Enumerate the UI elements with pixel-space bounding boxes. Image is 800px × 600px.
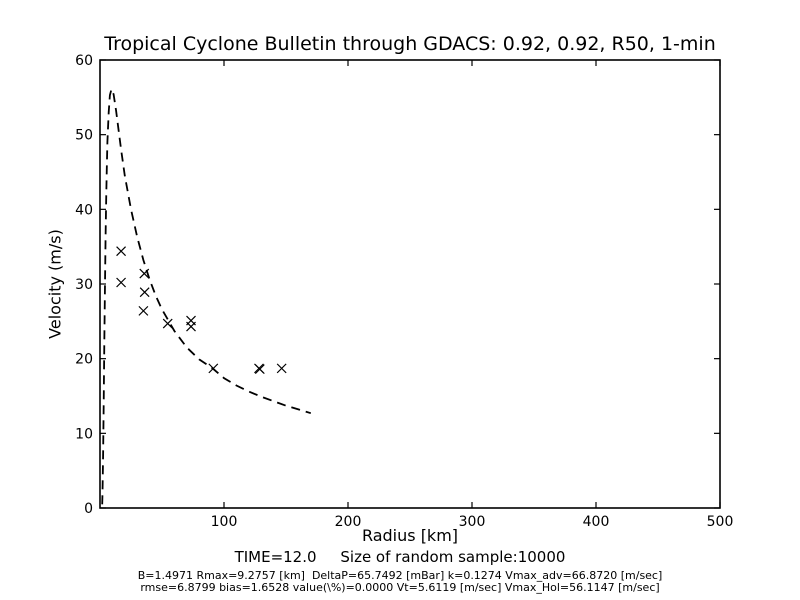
- x-tick-label: 300: [459, 514, 486, 530]
- x-tick-label: 400: [583, 514, 610, 530]
- data-point-marker: [116, 246, 127, 257]
- y-axis-label: Velocity (m/s): [45, 229, 65, 339]
- x-axis-label: Radius [km]: [361, 526, 459, 545]
- footer-time-line: TIME=12.0 Size of random sample:10000: [234, 548, 566, 566]
- data-point-marker: [162, 318, 173, 329]
- data-point-marker: [276, 363, 287, 374]
- data-point-marker: [186, 321, 196, 332]
- x-tick-label: 500: [707, 514, 734, 530]
- x-tick-label: 200: [335, 514, 362, 530]
- y-tick-label: 0: [84, 501, 93, 517]
- data-point-marker: [254, 364, 265, 375]
- x-tick-label: 100: [211, 514, 238, 530]
- data-point-marker: [116, 277, 127, 288]
- footer-params-line2: rmse=6.8799 bias=1.6528 value(\%)=0.0000…: [140, 581, 660, 594]
- y-tick-label: 40: [75, 202, 93, 218]
- plot-frame: [99, 59, 721, 509]
- footer-params-line1: B=1.4971 Rmax=9.2757 [km] DeltaP=65.7492…: [137, 569, 663, 582]
- y-tick-label: 10: [75, 426, 93, 442]
- y-tick-label: 50: [75, 128, 93, 144]
- data-point-marker: [139, 287, 150, 298]
- chart-title: Tropical Cyclone Bulletin through GDACS:…: [104, 33, 716, 55]
- y-tick-label: 60: [75, 53, 93, 69]
- y-tick-label: 20: [75, 352, 93, 368]
- data-point-marker: [138, 305, 149, 316]
- model-curve: [101, 86, 312, 505]
- y-tick-label: 30: [75, 277, 93, 293]
